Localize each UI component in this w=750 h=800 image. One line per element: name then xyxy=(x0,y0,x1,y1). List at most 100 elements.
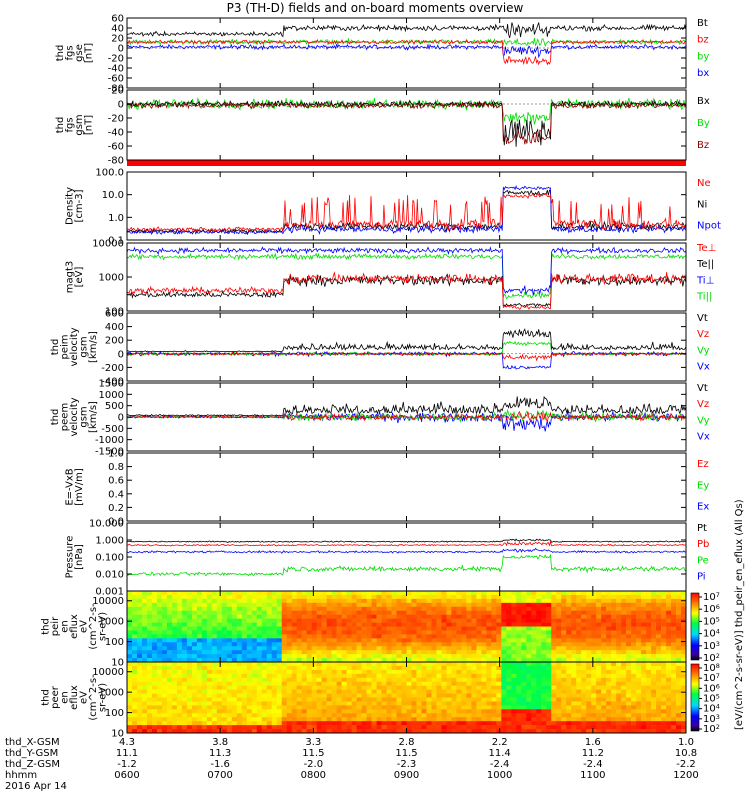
spec-cell xyxy=(391,697,397,702)
spec-cell xyxy=(151,606,158,612)
spec-cell xyxy=(401,701,407,706)
spec-cell xyxy=(601,725,607,730)
spec-cell xyxy=(661,665,667,671)
spec-cell xyxy=(376,626,382,631)
spec-cell xyxy=(271,677,278,683)
spec-cell xyxy=(661,650,667,655)
spec-cell xyxy=(446,685,452,690)
spec-cell xyxy=(446,650,452,655)
spec-cell xyxy=(636,725,642,730)
spec-cell xyxy=(551,618,557,623)
spec-cell xyxy=(141,634,148,639)
spec-cell xyxy=(281,626,288,631)
spec-cell xyxy=(306,642,312,647)
spec-cell xyxy=(131,709,138,714)
spec-cell xyxy=(181,705,188,710)
spec-cell xyxy=(616,705,622,710)
spec-cell xyxy=(391,618,397,623)
spec-cell xyxy=(176,665,183,671)
spec-cell xyxy=(671,713,677,718)
spec-cell xyxy=(596,662,602,667)
spec-cell xyxy=(336,729,342,734)
spec-cell xyxy=(181,697,188,702)
spec-cell xyxy=(241,626,248,631)
spec-cell xyxy=(446,610,452,615)
spec-cell xyxy=(541,725,547,730)
spec-cell xyxy=(421,658,427,663)
spec-cell xyxy=(431,634,437,639)
spec-cell xyxy=(171,677,178,683)
spec-cell xyxy=(206,602,213,608)
spec-cell xyxy=(276,705,283,710)
spec-cell xyxy=(196,626,203,631)
spec-cell xyxy=(181,610,188,615)
spec-cell xyxy=(471,725,477,730)
spec-cell xyxy=(331,662,337,667)
spec-cell xyxy=(186,709,193,714)
spec-cell xyxy=(281,685,288,690)
spec-cell xyxy=(661,626,667,631)
spec-cell xyxy=(396,697,402,702)
y-tick-label: 1000 xyxy=(99,617,124,628)
spec-cell xyxy=(631,669,637,675)
spec-cell xyxy=(636,642,642,647)
spec-cell xyxy=(596,725,602,730)
spec-cell xyxy=(261,638,268,643)
spec-cell xyxy=(136,591,143,596)
spec-cell xyxy=(411,610,417,615)
spec-cell xyxy=(201,729,208,734)
spec-cell xyxy=(536,638,542,643)
spec-cell xyxy=(326,717,332,722)
spec-cell xyxy=(586,729,592,734)
series-temp-0000ff xyxy=(126,246,687,296)
spec-cell xyxy=(681,697,687,702)
spec-cell xyxy=(406,646,412,651)
spec-cell xyxy=(196,677,203,683)
spec-cell xyxy=(221,622,228,627)
spec-cell xyxy=(521,685,527,690)
spec-cell xyxy=(491,693,497,698)
spec-cell xyxy=(376,634,382,639)
spec-cell xyxy=(401,638,407,643)
spec-cell xyxy=(601,594,607,600)
spec-cell xyxy=(171,693,178,698)
spec-cell xyxy=(646,662,652,667)
spec-cell xyxy=(401,705,407,710)
spec-cell xyxy=(641,681,647,686)
spec-cell xyxy=(381,721,387,726)
spec-cell xyxy=(306,697,312,702)
spec-cell xyxy=(571,689,577,694)
spec-cell xyxy=(216,591,223,596)
spec-cell xyxy=(576,610,582,615)
spec-cell xyxy=(206,721,213,726)
spec-cell xyxy=(666,610,672,615)
spec-cell xyxy=(546,598,552,604)
spec-cell xyxy=(656,725,662,730)
spec-cell xyxy=(271,634,278,639)
spec-cell xyxy=(496,610,502,615)
spec-cell xyxy=(611,618,617,623)
spec-cell xyxy=(196,594,203,600)
spec-cell xyxy=(491,610,497,615)
spec-cell xyxy=(421,705,427,710)
spec-cell xyxy=(631,606,637,612)
spec-cell xyxy=(316,610,322,615)
spec-cell xyxy=(606,681,612,686)
spec-cell xyxy=(301,622,307,627)
spec-cell xyxy=(641,650,647,655)
spec-cell xyxy=(326,673,332,679)
spec-cell xyxy=(466,689,472,694)
spec-cell xyxy=(331,642,337,647)
spec-cell xyxy=(281,681,288,686)
spec-cell xyxy=(406,665,412,671)
spec-cell xyxy=(441,610,447,615)
spec-cell xyxy=(551,693,557,698)
spec-cell xyxy=(476,673,482,679)
spec-cell xyxy=(221,665,228,671)
spec-cell xyxy=(461,697,467,702)
spec-cell xyxy=(166,677,173,683)
spec-cell xyxy=(551,591,557,596)
spec-cell xyxy=(451,685,457,690)
spec-cell xyxy=(296,701,302,706)
